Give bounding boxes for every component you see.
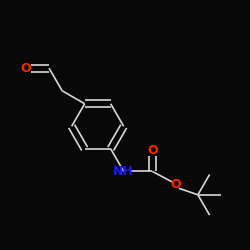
Text: NH: NH xyxy=(113,165,134,178)
Text: O: O xyxy=(147,144,158,157)
Text: O: O xyxy=(20,62,31,75)
Text: O: O xyxy=(170,178,181,191)
